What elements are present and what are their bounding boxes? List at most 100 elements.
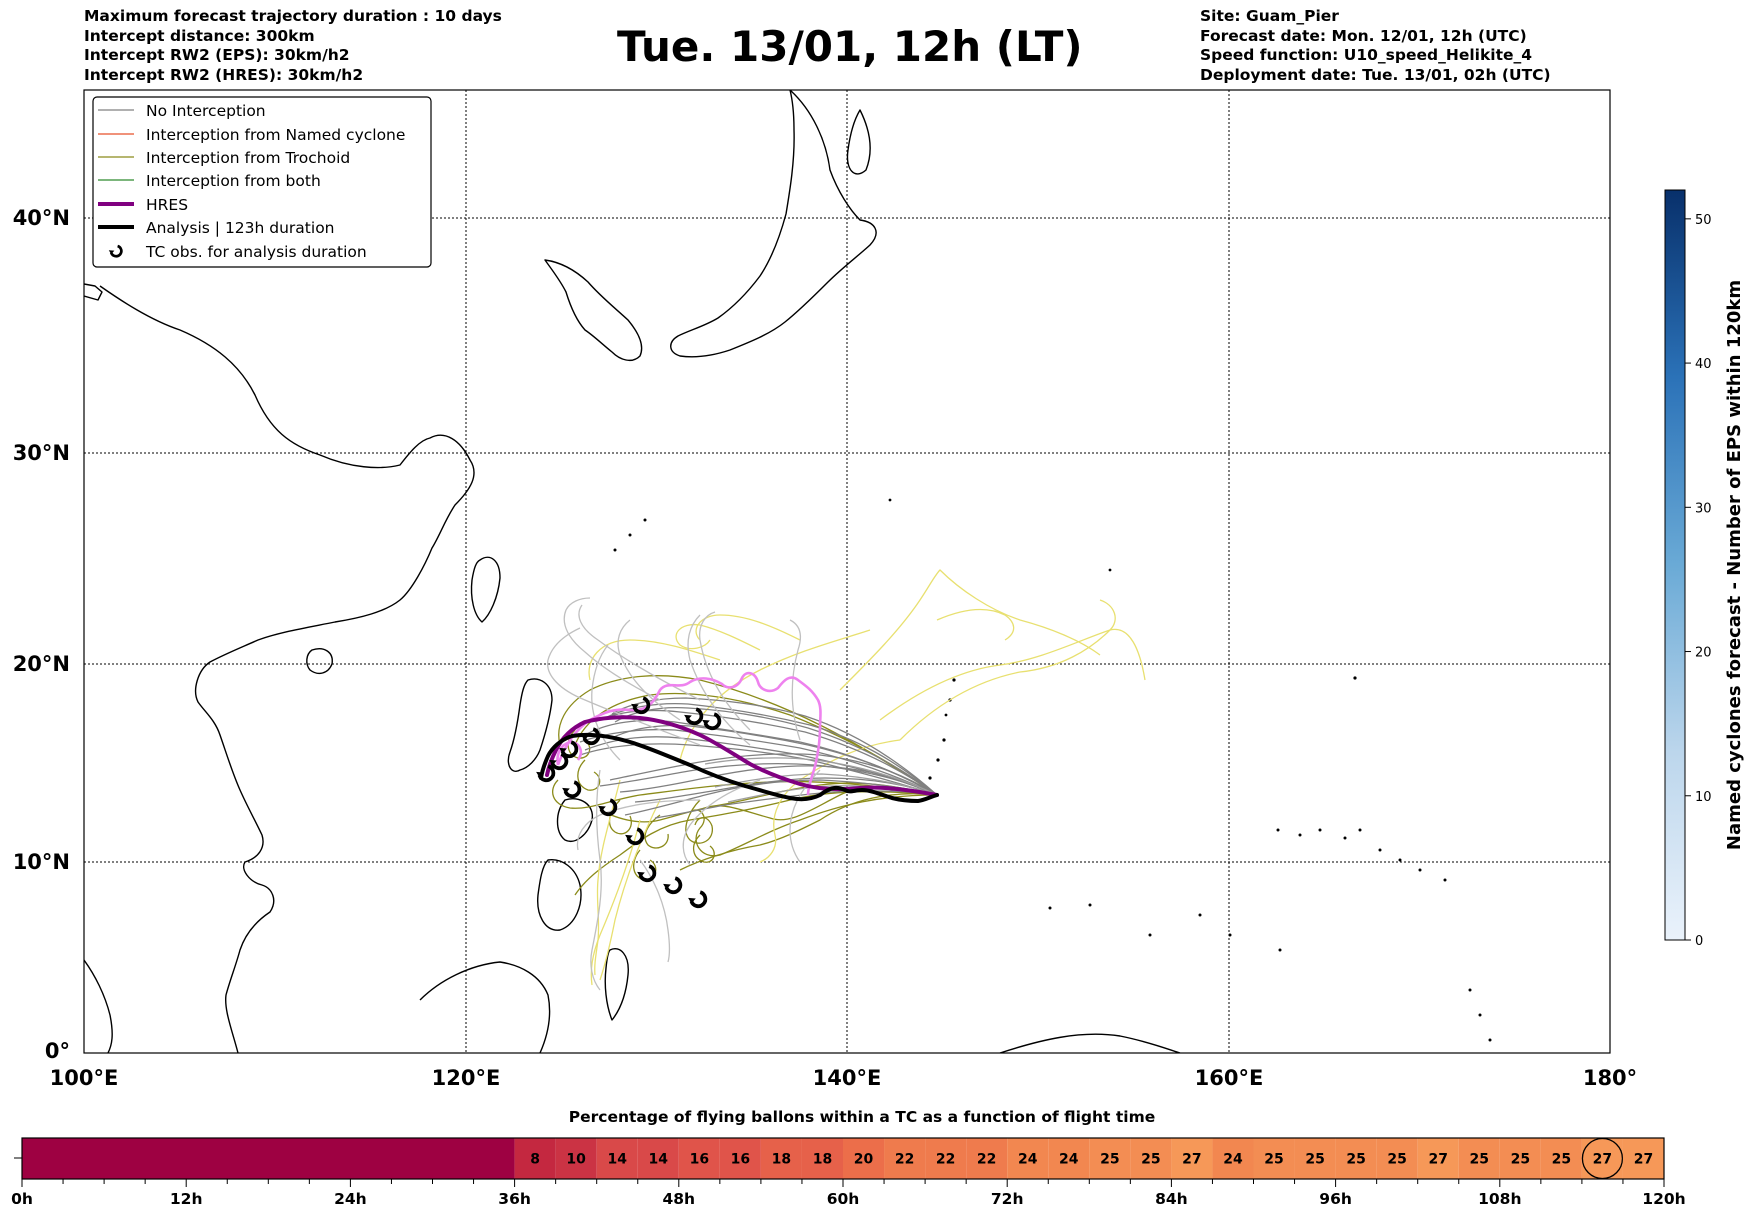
timeline-tick-label: 12h [170, 1190, 203, 1208]
legend-item-named-cyclone: Interception from Named cyclone [98, 126, 405, 144]
svg-text:Analysis | 123h duration: Analysis | 123h duration [146, 219, 335, 237]
timeline-cell-value: 22 [936, 1152, 955, 1168]
timeline-cell-value: 27 [1182, 1152, 1201, 1168]
timeline-cell [1581, 1138, 1623, 1179]
timeline-cell-value: 25 [1346, 1152, 1365, 1168]
colorbar-tick-label: 10 [1695, 790, 1712, 805]
timeline-cell [1335, 1138, 1377, 1179]
timeline-cell [1458, 1138, 1500, 1179]
timeline-cell [1376, 1138, 1418, 1179]
timeline-cell [514, 1138, 556, 1179]
lon-tick-100e: 100°E [50, 1066, 119, 1090]
timeline-tick-label: 72h [991, 1190, 1024, 1208]
timeline-cell-value: 24 [1059, 1152, 1079, 1168]
colorbar-label: Named cyclones forecast - Number of EPS … [1724, 280, 1745, 850]
timeline-cell-value: 22 [895, 1152, 914, 1168]
timeline-cell [1171, 1138, 1213, 1179]
timeline-cell-value: 24 [1018, 1152, 1038, 1168]
header-info-right: Site: Guam_Pier Forecast date: Mon. 12/0… [1200, 7, 1551, 85]
lon-tick-labels: 100°E 120°E 140°E 160°E 180° [50, 1066, 1638, 1090]
header-line-distance: Intercept distance: 300km [84, 26, 315, 45]
timeline-cell [1212, 1138, 1254, 1179]
timeline-cell [637, 1138, 679, 1179]
gridlines [84, 90, 1610, 1053]
timeline-cell-value: 25 [1470, 1152, 1489, 1168]
timeline-cell [884, 1138, 926, 1179]
colorbar-tick-label: 50 [1695, 213, 1712, 228]
header-line-deployment-date: Deployment date: Tue. 13/01, 02h (UTC) [1200, 65, 1551, 84]
timeline-tick-label: 24h [334, 1190, 367, 1208]
colorbar-tick-label: 40 [1695, 357, 1712, 372]
timeline-cell-value: 25 [1264, 1152, 1283, 1168]
timeline-tick-label: 60h [827, 1190, 860, 1208]
timeline-cell-value: 22 [977, 1152, 996, 1168]
timeline-cell [843, 1138, 885, 1179]
timeline-cell [1622, 1138, 1664, 1179]
svg-text:No Interception: No Interception [146, 102, 266, 120]
timeline-cell [760, 1138, 802, 1179]
timeline-cell [1253, 1138, 1295, 1179]
timeline-tick-label: 108h [1478, 1190, 1521, 1208]
timeline-cell-value: 25 [1552, 1152, 1571, 1168]
timeline-cell [1048, 1138, 1090, 1179]
timeline-cell-value: 25 [1305, 1152, 1324, 1168]
timeline-cell [719, 1138, 761, 1179]
timeline-cell-value: 27 [1428, 1152, 1447, 1168]
timeline-cell [1130, 1138, 1172, 1179]
timeline-cell [1294, 1138, 1336, 1179]
header-line-site: Site: Guam_Pier [1200, 7, 1339, 25]
timeline-tick-label: 120h [1642, 1190, 1685, 1208]
colorbar-tick-label: 0 [1695, 934, 1703, 949]
timeline-cell-value: 25 [1511, 1152, 1530, 1168]
timeline: Percentage of flying ballons within a TC… [11, 1108, 1686, 1208]
islands [613, 498, 1492, 1042]
timeline-cell-value: 18 [772, 1152, 791, 1168]
header-line-forecast-date: Forecast date: Mon. 12/01, 12h (UTC) [1200, 26, 1527, 45]
timeline-cell [1417, 1138, 1459, 1179]
lon-tick-160e: 160°E [1195, 1066, 1264, 1090]
timeline-tick-label: 96h [1319, 1190, 1352, 1208]
timeline-tick-label: 36h [498, 1190, 531, 1208]
legend-item-analysis: Analysis | 123h duration [98, 219, 335, 237]
legend-item-no-interception: No Interception [98, 102, 266, 120]
timeline-cell [678, 1138, 720, 1179]
timeline-cell [1089, 1138, 1131, 1179]
colorbar-gradient [1664, 189, 1686, 941]
timeline-title: Percentage of flying ballons within a TC… [569, 1108, 1156, 1126]
timeline-cell-value: 27 [1593, 1152, 1612, 1168]
timeline-cell [1540, 1138, 1582, 1179]
svg-text:HRES: HRES [146, 196, 188, 214]
svg-text:Interception from Named cyclon: Interception from Named cyclone [146, 126, 405, 144]
svg-text:Interception from both: Interception from both [146, 172, 321, 190]
lat-tick-30n: 30°N [13, 441, 70, 465]
timeline-cell-value: 25 [1387, 1152, 1406, 1168]
legend-item-hres: HRES [98, 196, 188, 214]
timeline-cell [1499, 1138, 1541, 1179]
svg-text:Interception from Trochoid: Interception from Trochoid [146, 149, 350, 167]
timeline-cell-value: 8 [530, 1152, 540, 1168]
lat-tick-0: 0° [45, 1039, 70, 1063]
coastlines [84, 90, 1181, 1053]
lon-tick-120e: 120°E [432, 1066, 501, 1090]
header-line-duration: Maximum forecast trajectory duration : 1… [84, 7, 502, 25]
timeline-cell-value: 14 [607, 1152, 627, 1168]
lon-tick-180: 180° [1583, 1066, 1637, 1090]
header-line-eps-intercept: Intercept RW2 (EPS): 30km/h2 [84, 46, 350, 64]
colorbar-tick-label: 20 [1695, 646, 1712, 661]
lat-tick-20n: 20°N [13, 652, 70, 676]
timeline-cell [555, 1138, 597, 1179]
legend: No Interception Interception from Named … [92, 96, 432, 268]
legend-item-tc-obs: TC obs. for analysis duration [108, 243, 367, 261]
legend-item-trochoid: Interception from Trochoid [98, 149, 350, 167]
timeline-cell-value: 25 [1141, 1152, 1160, 1168]
timeline-cell-value: 16 [690, 1152, 709, 1168]
timeline-cell [966, 1138, 1008, 1179]
header-info-left: Maximum forecast trajectory duration : 1… [84, 7, 502, 85]
colorbar-tick-label: 30 [1695, 501, 1712, 516]
legend-item-both: Interception from both [98, 172, 321, 190]
lat-tick-40n: 40°N [13, 206, 70, 230]
timeline-cell-value: 20 [854, 1152, 874, 1168]
timeline-empty-segment [22, 1138, 515, 1179]
colorbar: 0 10 20 30 40 50 Named cyclones forecast - Nu… [1664, 189, 1745, 949]
